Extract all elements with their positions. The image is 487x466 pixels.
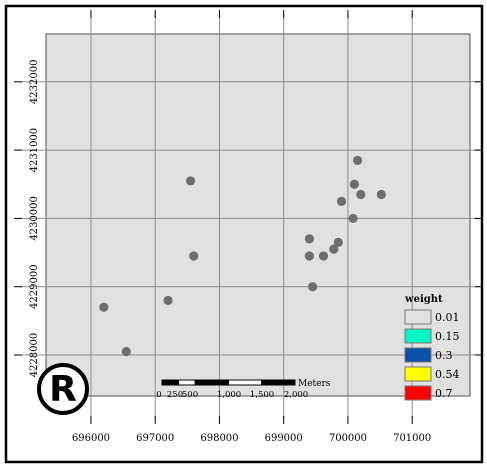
y-axis: 4228000 4229000 4230000 4231000 4232000 [14,60,482,378]
data-point [336,196,347,206]
legend-swatch [404,347,432,363]
data-point [308,282,318,292]
data-point [329,244,339,254]
x-tick-label: 701000 [393,433,431,444]
legend-label: 0.54 [435,368,460,381]
registered-trademark-icon: R [37,363,89,415]
points-layer [99,155,386,357]
scale-bar-segment [161,379,180,386]
data-point [189,251,199,261]
scale-bar-label: 0 [156,390,161,400]
legend-swatch [404,385,432,401]
x-axis: 696000 697000 698000 699000 700000 701000 [72,10,431,444]
data-point [349,179,359,189]
data-point [376,189,386,200]
data-point [185,176,196,186]
data-point [304,234,314,244]
legend-swatch [404,366,432,382]
legend-label: 0.3 [435,349,453,362]
scale-bar-segment [228,379,263,386]
legend-swatch [404,328,432,344]
y-tick-label: 4230000 [29,196,40,241]
legend-label: 0.7 [435,387,453,400]
y-tick-label: 4231000 [29,128,40,173]
data-point [121,347,131,357]
scale-bar-label: 2,000 [284,390,308,400]
x-tick-label: 697000 [136,433,174,444]
scale-bar-segment [261,379,296,386]
legend-title: weight [404,294,443,305]
data-frame [45,33,471,397]
scale-bar-label: 1,500 [250,390,274,400]
data-point [352,155,363,165]
scale-bar-segment [194,379,229,386]
legend-label: 0.15 [435,330,460,343]
y-tick-label: 4229000 [29,264,40,309]
graticule [20,14,480,418]
data-point [356,189,366,200]
scale-bar-label: 500 [182,390,198,400]
scale-bar-label: 250 [167,390,183,400]
data-point [333,237,343,247]
scale-bar-label: 1,000 [217,390,241,400]
data-point [99,302,109,312]
scale-bar-unit: Meters [298,379,331,389]
y-tick-label: 4232000 [29,60,40,105]
data-point [304,251,314,261]
x-tick-label: 699000 [265,433,303,444]
y-tick-label: 4228000 [29,333,40,378]
x-tick-label: 696000 [72,433,110,444]
x-tick-label: 698000 [200,433,238,444]
x-tick-label: 700000 [329,433,367,444]
scale-bar-segment [178,379,196,386]
legend-label: 0.01 [435,311,460,324]
legend: weight 0.01 0.15 0.3 0.54 0.7 [404,294,460,401]
legend-swatch [404,309,432,325]
logo-text: R [49,369,77,410]
data-point [348,213,358,224]
data-point [318,251,329,261]
data-point [163,295,173,305]
